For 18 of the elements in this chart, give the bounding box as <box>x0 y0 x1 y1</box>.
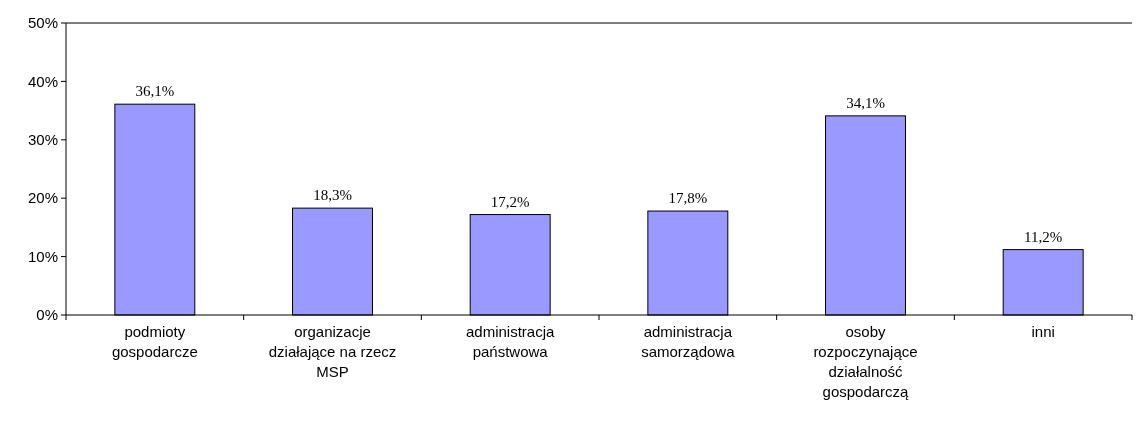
x-tick-label: osoby rozpoczynające działalność gospodarczą <box>813 323 918 400</box>
x-tick-label: inni <box>1031 323 1055 340</box>
x-tick-label: podmioty gospodarcze <box>111 323 198 360</box>
y-tick-label: 20% <box>27 189 58 207</box>
data-label: 34,1% <box>846 94 885 111</box>
data-label: 17,8% <box>668 190 708 207</box>
y-tick-label: 10% <box>27 247 58 265</box>
y-tick-label: 30% <box>27 131 58 149</box>
data-label: 11,2% <box>1024 228 1063 245</box>
data-label: 18,3% <box>313 187 352 204</box>
x-tick-label: administracja samorządowa <box>641 323 736 360</box>
y-tick-label: 50% <box>27 14 58 32</box>
data-label: 36,1% <box>135 83 175 100</box>
y-tick-label: 0% <box>36 306 58 324</box>
y-tick-label: 40% <box>27 72 58 90</box>
x-tick-label: administracja państwowa <box>465 323 555 360</box>
x-tick-label: organizacje działające na rzecz MSP <box>268 323 397 380</box>
data-label: 17,2% <box>490 193 530 210</box>
